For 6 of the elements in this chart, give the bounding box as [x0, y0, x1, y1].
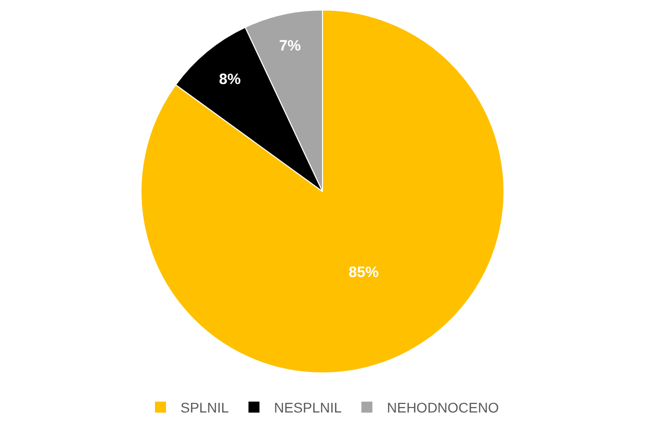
legend-label: NESPLNIL [274, 400, 342, 416]
legend-label: SPLNIL [180, 400, 229, 416]
data-label: 85% [348, 264, 379, 281]
data-label: 8% [219, 70, 241, 88]
data-label: 7% [279, 38, 301, 55]
legend-label: NEHODNOCENO [386, 400, 499, 416]
